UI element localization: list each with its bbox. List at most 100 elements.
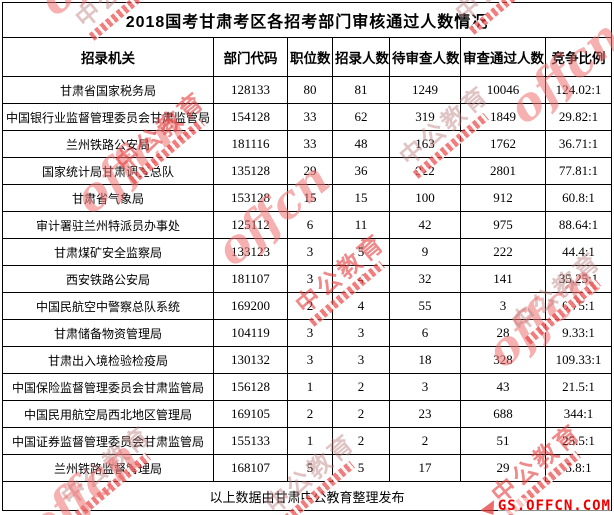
value-cell: 81	[332, 76, 390, 104]
value-cell: 28	[460, 319, 546, 347]
value-cell: 163	[389, 130, 461, 158]
agency-cell: 兰州铁路公安局	[2, 130, 214, 158]
value-cell: 2	[332, 400, 390, 428]
value-cell: 5.8:1	[545, 454, 612, 482]
agency-cell: 甘肃储备物资管理局	[2, 319, 214, 347]
value-cell: 3	[389, 373, 461, 401]
value-cell: 33	[287, 130, 333, 158]
table-row: 甘肃省气象局 153128 15 15 100 912 60.8:1	[2, 184, 612, 212]
value-cell: 135128	[213, 157, 288, 185]
agency-cell: 甘肃出入境检验检疫局	[2, 346, 214, 374]
value-cell: 5	[332, 454, 390, 482]
value-cell: 3	[332, 319, 390, 347]
value-cell: 1762	[460, 130, 546, 158]
value-cell: 2	[287, 292, 333, 320]
agency-cell: 中国民航空中警察总队系统	[2, 292, 214, 320]
value-cell: 48	[332, 130, 390, 158]
value-cell: 975	[460, 211, 546, 239]
value-cell: 128133	[213, 76, 288, 104]
value-cell: 1	[287, 373, 333, 401]
value-cell: 80	[287, 76, 333, 104]
value-cell: 33	[287, 103, 333, 131]
value-cell: 2	[287, 400, 333, 428]
value-cell: 3	[287, 238, 333, 266]
agency-cell: 中国民用航空局西北地区管理局	[2, 400, 214, 428]
table-row: 甘肃煤矿安全监察局 133123 3 5 9 222 44.4:1	[2, 238, 612, 266]
value-cell: 9.33:1	[545, 319, 612, 347]
value-cell: 181116	[213, 130, 288, 158]
value-cell: 35.25:1	[545, 265, 612, 293]
value-cell: 154128	[213, 103, 288, 131]
value-cell: 3	[460, 292, 546, 320]
table-row: 甘肃出入境检验检疫局 130132 3 3 18 328 109.33:1	[2, 346, 612, 374]
value-cell: 1	[287, 427, 333, 455]
table-row: 中国保险监督管理委员会甘肃监管局 156128 1 2 3 43 21.5:1	[2, 373, 612, 401]
value-cell: 9	[389, 238, 461, 266]
table-row: 甘肃省国家税务局 128133 80 81 1249 10046 124.02:1	[2, 76, 612, 104]
value-cell: 2	[389, 427, 461, 455]
value-cell: 43	[460, 373, 546, 401]
value-cell: 23	[389, 400, 461, 428]
value-cell: 55	[389, 292, 461, 320]
value-cell: 29	[287, 157, 333, 185]
value-cell: 156128	[213, 373, 288, 401]
table-row: 兰州铁路公安局 181116 33 48 163 1762 36.71:1	[2, 130, 612, 158]
agency-cell: 甘肃煤矿安全监察局	[2, 238, 214, 266]
column-header-3: 招录人数	[332, 37, 390, 77]
watermark-wedge-icon	[480, 497, 498, 515]
agency-cell: 西安铁路公安局	[2, 265, 214, 293]
value-cell: 60.8:1	[545, 184, 612, 212]
agency-cell: 兰州铁路监督管理局	[2, 454, 214, 482]
value-cell: 922	[389, 157, 461, 185]
value-cell: 153128	[213, 184, 288, 212]
value-cell: 25.5:1	[545, 427, 612, 455]
value-cell: 130132	[213, 346, 288, 374]
table-row: 中国民用航空局西北地区管理局 169105 2 2 23 688 344:1	[2, 400, 612, 428]
table-row: 国家统计局甘肃调查总队 135128 29 36 922 2801 77.81:1	[2, 157, 612, 185]
value-cell: 169200	[213, 292, 288, 320]
value-cell: 141	[460, 265, 546, 293]
value-cell: 328	[460, 346, 546, 374]
value-cell: 104119	[213, 319, 288, 347]
value-cell: 2	[332, 373, 390, 401]
value-cell: 222	[460, 238, 546, 266]
value-cell: 32	[389, 265, 461, 293]
value-cell: 3	[287, 346, 333, 374]
column-header-5: 审查通过人数	[460, 37, 546, 77]
value-cell: 42	[389, 211, 461, 239]
value-cell: 62	[332, 103, 390, 131]
value-cell: 15	[287, 184, 333, 212]
table-body: 甘肃省国家税务局 128133 80 81 1249 10046 124.02:1 中国银行业…	[2, 76, 612, 482]
agency-cell: 中国证券监督管理委员会甘肃监管局	[2, 427, 214, 455]
value-cell: 5	[287, 454, 333, 482]
value-cell: 0.75:1	[545, 292, 612, 320]
value-cell: 912	[460, 184, 546, 212]
header-row: 招录机关 部门代码 职位数 招录人数 待审查人数 审查通过人数 竞争比例	[2, 37, 612, 77]
value-cell: 77.81:1	[545, 157, 612, 185]
table-row: 中国民航空中警察总队系统 169200 2 4 55 3 0.75:1	[2, 292, 612, 320]
value-cell: 3	[332, 346, 390, 374]
column-header-2: 职位数	[287, 37, 333, 77]
value-cell: 109.33:1	[545, 346, 612, 374]
value-cell: 2801	[460, 157, 546, 185]
column-header-4: 待审查人数	[389, 37, 461, 77]
value-cell: 4	[332, 265, 390, 293]
value-cell: 15	[332, 184, 390, 212]
value-cell: 44.4:1	[545, 238, 612, 266]
value-cell: 51	[460, 427, 546, 455]
value-cell: 169105	[213, 400, 288, 428]
value-cell: 6	[389, 319, 461, 347]
agency-cell: 国家统计局甘肃调查总队	[2, 157, 214, 185]
table-title: 2018国考甘肃考区各招考部门审核通过人数情况	[2, 2, 612, 38]
value-cell: 29	[460, 454, 546, 482]
agency-cell: 审计署驻兰州特派员办事处	[2, 211, 214, 239]
value-cell: 10046	[460, 76, 546, 104]
column-header-1: 部门代码	[213, 37, 288, 77]
table-row: 中国银行业监督管理委员会甘肃监管局 154128 33 62 319 1849 29.82:…	[2, 103, 612, 131]
table-row: 审计署驻兰州特派员办事处 125112 6 11 42 975 88.64:1	[2, 211, 612, 239]
agency-cell: 中国保险监督管理委员会甘肃监管局	[2, 373, 214, 401]
value-cell: 36	[332, 157, 390, 185]
value-cell: 133123	[213, 238, 288, 266]
value-cell: 6	[287, 211, 333, 239]
